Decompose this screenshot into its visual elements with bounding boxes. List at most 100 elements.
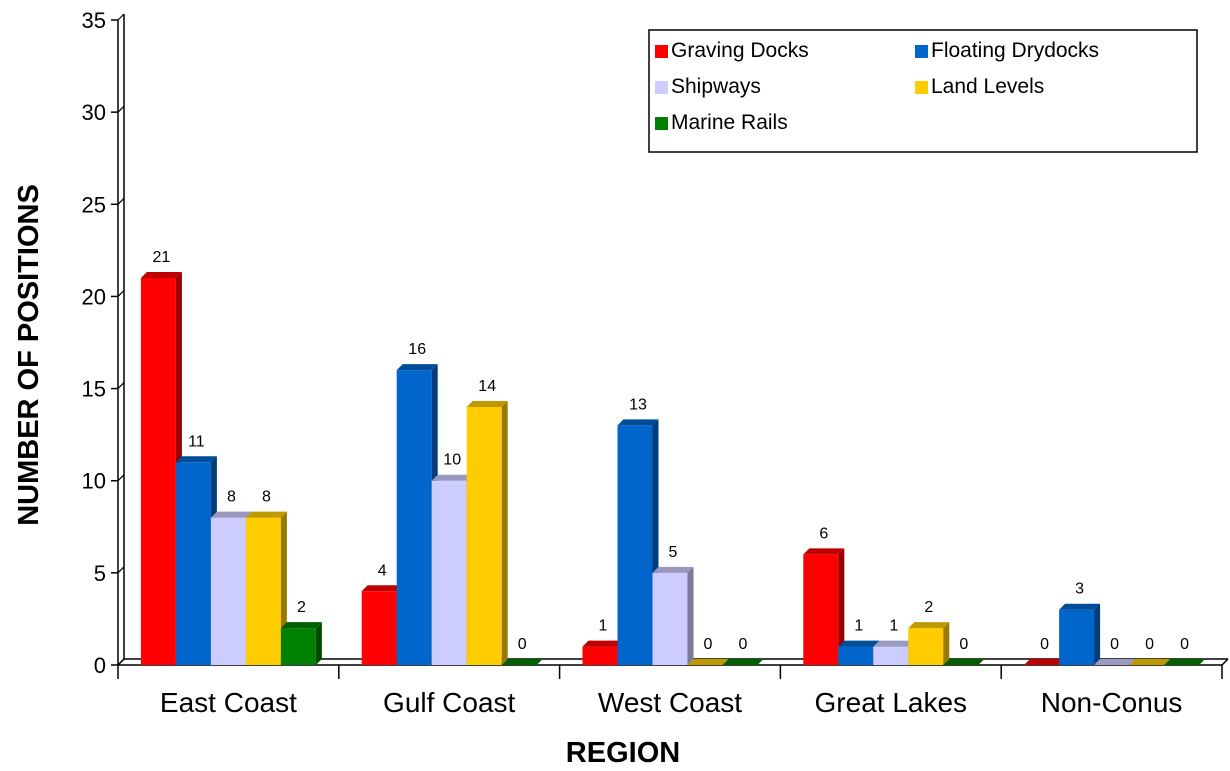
- legend-label: Floating Drydocks: [931, 39, 1099, 62]
- bar-front: [175, 462, 211, 665]
- y-axis-title: NUMBER OF POSITIONS: [13, 184, 45, 526]
- bar-side: [501, 401, 508, 665]
- data-label: 0: [1180, 636, 1189, 653]
- bar-top: [1129, 659, 1171, 665]
- y-tick-label: 10: [82, 469, 106, 494]
- category-label: East Coast: [160, 687, 297, 718]
- data-label: 11: [188, 433, 205, 450]
- bar-top: [361, 585, 403, 592]
- data-label: 2: [924, 599, 933, 616]
- bar: [361, 585, 403, 665]
- legend-label: Marine Rails: [671, 111, 788, 134]
- category-label: Gulf Coast: [383, 687, 515, 718]
- bar-top: [943, 659, 985, 665]
- bar: [803, 548, 845, 665]
- bar-top: [175, 456, 217, 463]
- x-axis-title: REGION: [566, 737, 680, 769]
- legend-swatch: [915, 45, 928, 58]
- bar: [1129, 659, 1171, 665]
- y-tick-label: 0: [94, 653, 106, 678]
- data-label: 4: [378, 562, 387, 579]
- data-label: 21: [153, 249, 171, 266]
- data-label: 8: [262, 489, 271, 506]
- bar: [838, 640, 880, 665]
- bar-side: [315, 622, 322, 665]
- category-label: Great Lakes: [815, 687, 968, 718]
- y-tick-label: 35: [82, 8, 106, 33]
- y-tick-label: 30: [82, 100, 106, 125]
- bar-top: [1024, 659, 1066, 665]
- bar-side: [1094, 603, 1101, 665]
- bar-front: [617, 425, 653, 665]
- data-label: 1: [854, 618, 863, 635]
- bar-front: [396, 370, 432, 665]
- bar-front: [280, 628, 316, 665]
- bar-front: [431, 480, 467, 665]
- bar-top: [1059, 603, 1101, 610]
- y-tick-wall-mark: [117, 566, 125, 574]
- bar-top: [245, 511, 287, 518]
- bars: [140, 272, 1206, 665]
- bar-top: [582, 640, 624, 647]
- bar: [722, 659, 764, 665]
- y-tick-label: 20: [82, 284, 106, 309]
- bar-top: [501, 659, 543, 665]
- y-tick-wall-mark: [117, 197, 125, 205]
- data-label: 16: [408, 341, 426, 358]
- bar: [908, 622, 950, 665]
- bar-top: [1094, 659, 1136, 665]
- data-label: 0: [959, 636, 968, 653]
- bar-front: [838, 646, 874, 665]
- bar-top: [280, 622, 322, 629]
- bar-top: [1164, 659, 1206, 665]
- legend-swatch: [655, 117, 668, 130]
- legend-label: Graving Docks: [671, 39, 809, 62]
- bar-side: [943, 622, 950, 665]
- y-tick-label: 5: [94, 561, 106, 586]
- bar-top: [140, 272, 182, 278]
- data-label: 0: [1110, 636, 1119, 653]
- bar-front: [466, 407, 502, 665]
- x-ticks: [117, 665, 1223, 679]
- bar: [245, 511, 287, 665]
- bar: [617, 419, 659, 665]
- bar-front: [1059, 609, 1095, 665]
- bar: [501, 659, 543, 665]
- bar: [140, 272, 182, 665]
- bar: [652, 566, 694, 665]
- data-label: 5: [669, 544, 678, 561]
- legend-swatch: [655, 45, 668, 58]
- data-label: 0: [1040, 636, 1049, 653]
- data-label: 2: [297, 599, 306, 616]
- bar-top: [803, 548, 845, 555]
- y-tick-wall-mark: [117, 290, 125, 297]
- bar-top: [210, 511, 252, 518]
- data-label: 0: [1145, 636, 1154, 653]
- bar-front: [908, 628, 944, 665]
- y-tick-wall-mark: [117, 474, 125, 482]
- bar: [431, 474, 473, 665]
- y-tick-wall-mark: [117, 382, 125, 389]
- data-label: 0: [739, 636, 748, 653]
- y-tick-label: 25: [82, 192, 106, 217]
- data-label: 13: [629, 396, 647, 413]
- bar: [687, 659, 729, 665]
- bar: [873, 640, 915, 665]
- bar: [175, 456, 217, 665]
- data-label: 6: [819, 525, 828, 542]
- bar: [582, 640, 624, 665]
- legend-swatch: [655, 81, 668, 94]
- bar: [280, 622, 322, 665]
- bar-top: [617, 419, 659, 426]
- legend-label: Land Levels: [931, 75, 1044, 98]
- data-label: 14: [478, 378, 496, 395]
- bar-side: [687, 566, 694, 665]
- data-label: 10: [443, 452, 461, 469]
- bar: [943, 659, 985, 665]
- bar-top: [396, 364, 438, 371]
- bar-top: [431, 474, 473, 481]
- bar: [1024, 659, 1066, 665]
- bar-top: [908, 622, 950, 629]
- y-tick-wall-mark: [117, 658, 125, 666]
